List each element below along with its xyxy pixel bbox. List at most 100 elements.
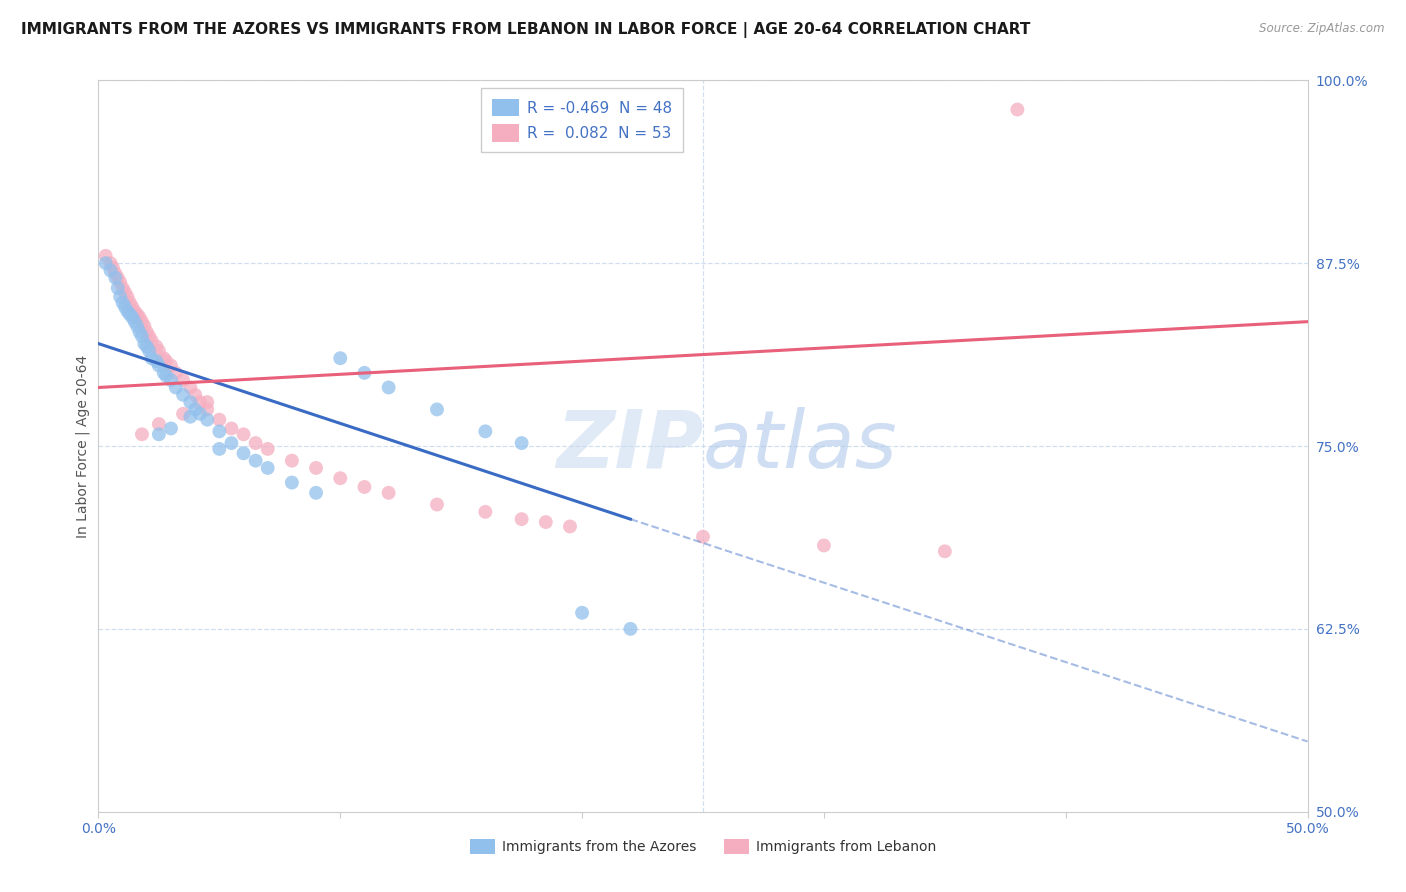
Point: [934, 544, 956, 558]
Point: [94, 256, 117, 270]
Point: [107, 270, 129, 285]
Point: [108, 275, 131, 289]
Point: [208, 442, 231, 456]
Point: [160, 359, 183, 373]
Point: [281, 475, 304, 490]
Point: [111, 295, 134, 310]
Point: [179, 380, 201, 394]
Point: [100, 263, 122, 277]
Point: [510, 512, 533, 526]
Point: [195, 402, 218, 417]
Point: [232, 446, 254, 460]
Point: [155, 354, 177, 368]
Point: [208, 425, 231, 439]
Point: [155, 368, 177, 383]
Point: [107, 281, 129, 295]
Point: [138, 329, 160, 343]
Point: [121, 310, 143, 325]
Point: [160, 421, 183, 435]
Point: [131, 315, 153, 329]
Point: [377, 485, 399, 500]
Point: [426, 498, 449, 512]
Point: [172, 373, 194, 387]
Point: [101, 260, 124, 275]
Point: [221, 421, 243, 435]
Point: [1007, 103, 1029, 117]
Y-axis label: In Labor Force | Age 20-64: In Labor Force | Age 20-64: [76, 354, 90, 538]
Point: [127, 307, 149, 321]
Point: [813, 539, 835, 553]
Point: [281, 453, 304, 467]
Point: [141, 351, 163, 366]
Point: [208, 412, 231, 426]
Point: [305, 461, 328, 475]
Point: [558, 519, 581, 533]
Point: [195, 395, 218, 409]
Point: [141, 334, 163, 348]
Point: [329, 471, 352, 485]
Point: [134, 336, 156, 351]
Point: [111, 281, 134, 295]
Point: [188, 395, 211, 409]
Point: [256, 461, 278, 475]
Point: [145, 339, 167, 353]
Point: [138, 343, 160, 358]
Point: [94, 249, 117, 263]
Text: ZIP: ZIP: [555, 407, 703, 485]
Point: [100, 256, 122, 270]
Point: [118, 307, 141, 321]
Point: [145, 354, 167, 368]
Text: atlas: atlas: [703, 407, 898, 485]
Point: [221, 436, 243, 450]
Point: [118, 295, 141, 310]
Point: [165, 366, 187, 380]
Point: [426, 402, 449, 417]
Point: [256, 442, 278, 456]
Point: [121, 300, 143, 314]
Point: [114, 300, 136, 314]
Point: [160, 373, 183, 387]
Point: [188, 407, 211, 421]
Point: [127, 319, 149, 334]
Point: [232, 427, 254, 442]
Point: [184, 402, 207, 417]
Text: IMMIGRANTS FROM THE AZORES VS IMMIGRANTS FROM LEBANON IN LABOR FORCE | AGE 20-64: IMMIGRANTS FROM THE AZORES VS IMMIGRANTS…: [21, 22, 1031, 38]
Point: [135, 339, 157, 353]
Point: [131, 427, 153, 442]
Point: [104, 266, 127, 280]
Point: [134, 319, 156, 334]
Point: [534, 515, 557, 529]
Point: [184, 388, 207, 402]
Point: [571, 606, 593, 620]
Point: [128, 310, 150, 325]
Point: [692, 530, 714, 544]
Point: [148, 427, 170, 442]
Point: [152, 351, 174, 366]
Point: [474, 505, 496, 519]
Point: [135, 325, 157, 339]
Point: [329, 351, 352, 366]
Point: [353, 480, 375, 494]
Point: [619, 622, 641, 636]
Point: [353, 366, 375, 380]
Point: [124, 315, 146, 329]
Point: [474, 425, 496, 439]
Point: [114, 285, 136, 300]
Point: [152, 366, 174, 380]
Point: [128, 325, 150, 339]
Point: [179, 395, 201, 409]
Point: [172, 388, 194, 402]
Point: [179, 409, 201, 424]
Point: [245, 453, 267, 467]
Point: [510, 436, 533, 450]
Text: Source: ZipAtlas.com: Source: ZipAtlas.com: [1260, 22, 1385, 36]
Point: [245, 436, 267, 450]
Point: [377, 380, 399, 394]
Point: [195, 412, 218, 426]
Point: [104, 270, 127, 285]
Point: [117, 290, 139, 304]
Point: [117, 304, 139, 318]
Point: [108, 290, 131, 304]
Point: [172, 407, 194, 421]
Point: [165, 380, 187, 394]
